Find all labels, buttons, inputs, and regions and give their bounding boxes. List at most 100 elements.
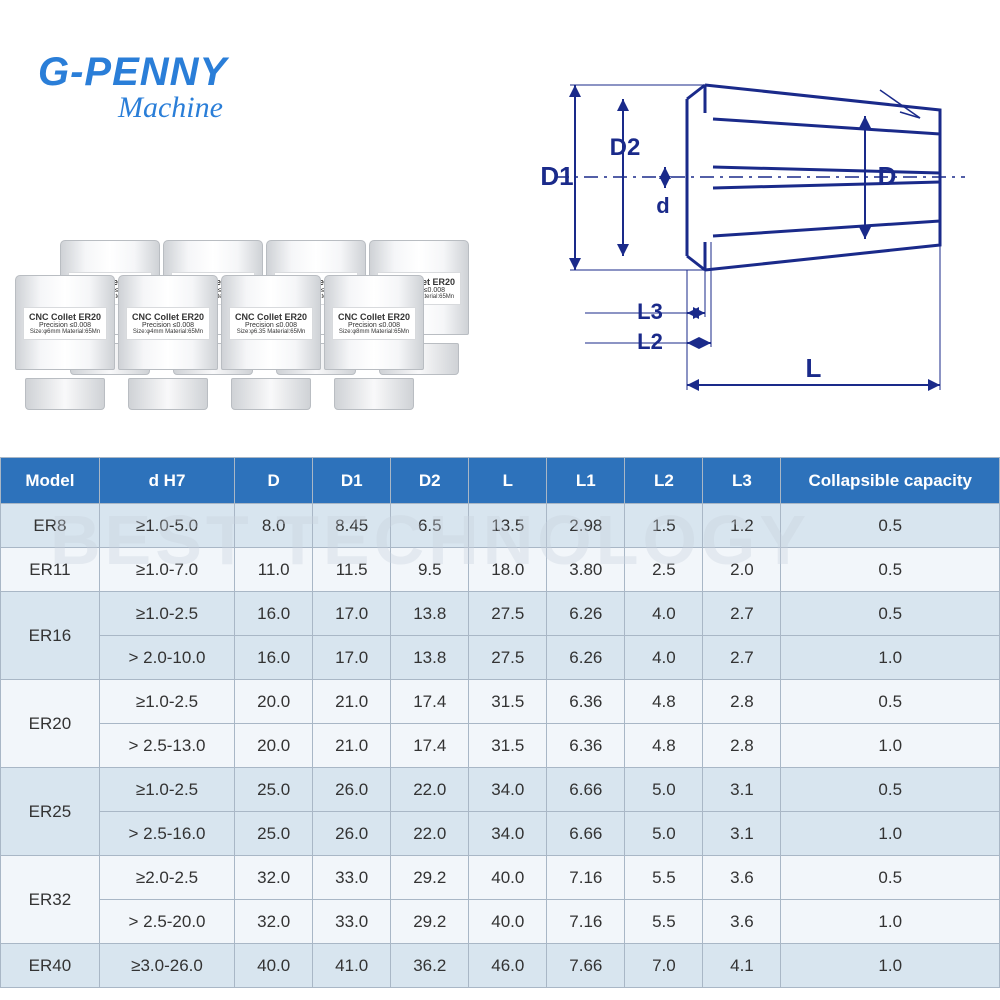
- cell-cap: 1.0: [781, 812, 1000, 856]
- cell-L: 31.5: [469, 680, 547, 724]
- cell-D1: 21.0: [313, 724, 391, 768]
- col-header: L: [469, 458, 547, 504]
- cup-label-size: Size:φ4mm Material:65Mn: [129, 329, 207, 335]
- cell-L1: 6.36: [547, 680, 625, 724]
- cell-D1: 21.0: [313, 680, 391, 724]
- cell-D: 8.0: [235, 504, 313, 548]
- cell-L1: 6.66: [547, 768, 625, 812]
- cell-L2: 5.0: [625, 768, 703, 812]
- cell-D: 20.0: [235, 724, 313, 768]
- cell-L3: 3.1: [703, 812, 781, 856]
- cup-base: [128, 378, 208, 410]
- cell-D: 16.0: [235, 636, 313, 680]
- col-header: D: [235, 458, 313, 504]
- cell-D2: 17.4: [391, 724, 469, 768]
- col-header: Model: [1, 458, 100, 504]
- collet-cup: CNC Collet ER20Precision ≤0.008Size:φ8mm…: [324, 275, 424, 410]
- cell-cap: 0.5: [781, 592, 1000, 636]
- cell-L1: 6.66: [547, 812, 625, 856]
- cup-label: CNC Collet ER20Precision ≤0.008Size:φ4mm…: [126, 307, 210, 340]
- cell-D: 32.0: [235, 900, 313, 944]
- cell-D2: 13.8: [391, 592, 469, 636]
- cell-L3: 2.8: [703, 680, 781, 724]
- cell-d: > 2.5-20.0: [99, 900, 234, 944]
- cell-D: 40.0: [235, 944, 313, 988]
- cell-L: 34.0: [469, 812, 547, 856]
- cell-cap: 0.5: [781, 680, 1000, 724]
- cell-L2: 4.8: [625, 680, 703, 724]
- cell-model: ER11: [1, 548, 100, 592]
- cell-L1: 3.80: [547, 548, 625, 592]
- table-header-row: Modeld H7DD1D2LL1L2L3Collapsible capacit…: [1, 458, 1000, 504]
- spec-table: Modeld H7DD1D2LL1L2L3Collapsible capacit…: [0, 457, 1000, 988]
- product-photo: CNC Collet ER20Precision ≤0.008Size:φ6mm…: [15, 180, 465, 430]
- cell-model: ER40: [1, 944, 100, 988]
- table-row: > 2.0-10.016.017.013.827.56.264.02.71.0: [1, 636, 1000, 680]
- cell-D2: 13.8: [391, 636, 469, 680]
- cell-model: ER32: [1, 856, 100, 944]
- cell-D2: 22.0: [391, 768, 469, 812]
- col-header: Collapsible capacity: [781, 458, 1000, 504]
- cell-L1: 7.66: [547, 944, 625, 988]
- cup-label-precision: Precision ≤0.008: [129, 322, 207, 329]
- table-body: ER8≥1.0-5.08.08.456.513.52.981.51.20.5ER…: [1, 504, 1000, 988]
- cell-L2: 7.0: [625, 944, 703, 988]
- cell-cap: 1.0: [781, 724, 1000, 768]
- col-header: L2: [625, 458, 703, 504]
- cell-L3: 3.6: [703, 900, 781, 944]
- cell-L: 40.0: [469, 900, 547, 944]
- cell-D: 16.0: [235, 592, 313, 636]
- table-row: > 2.5-13.020.021.017.431.56.364.82.81.0: [1, 724, 1000, 768]
- cup-base: [25, 378, 105, 410]
- cell-D: 11.0: [235, 548, 313, 592]
- cell-d: ≥1.0-7.0: [99, 548, 234, 592]
- cup-label-size: Size:φ8mm Material:65Mn: [335, 329, 413, 335]
- cell-L1: 6.36: [547, 724, 625, 768]
- cup-label-precision: Precision ≤0.008: [232, 322, 310, 329]
- brand-sub: Machine: [38, 91, 227, 125]
- table-row: ER32≥2.0-2.532.033.029.240.07.165.53.60.…: [1, 856, 1000, 900]
- cell-D1: 41.0: [313, 944, 391, 988]
- svg-text:D2: D2: [610, 134, 641, 161]
- cell-L3: 4.1: [703, 944, 781, 988]
- cell-cap: 0.5: [781, 768, 1000, 812]
- table-row: ER8≥1.0-5.08.08.456.513.52.981.51.20.5: [1, 504, 1000, 548]
- cup-base: [231, 378, 311, 410]
- svg-text:L: L: [806, 353, 822, 383]
- svg-text:L3: L3: [637, 299, 663, 324]
- cell-L: 34.0: [469, 768, 547, 812]
- col-header: d H7: [99, 458, 234, 504]
- collet-cup: CNC Collet ER20Precision ≤0.008Size:φ4mm…: [118, 275, 218, 410]
- svg-text:d: d: [656, 193, 669, 218]
- cup-label-main: CNC Collet ER20: [335, 312, 413, 322]
- cell-D: 25.0: [235, 812, 313, 856]
- cell-d: ≥1.0-2.5: [99, 768, 234, 812]
- cell-L1: 7.16: [547, 856, 625, 900]
- cup-label: CNC Collet ER20Precision ≤0.008Size:φ6.3…: [229, 307, 313, 340]
- cell-D: 32.0: [235, 856, 313, 900]
- cell-L3: 2.7: [703, 592, 781, 636]
- cell-L3: 2.8: [703, 724, 781, 768]
- cell-cap: 0.5: [781, 548, 1000, 592]
- cell-D1: 26.0: [313, 812, 391, 856]
- cell-L: 18.0: [469, 548, 547, 592]
- cell-d: ≥2.0-2.5: [99, 856, 234, 900]
- cell-d: ≥1.0-2.5: [99, 592, 234, 636]
- cell-D: 20.0: [235, 680, 313, 724]
- cell-d: ≥1.0-2.5: [99, 680, 234, 724]
- cup-label-precision: Precision ≤0.008: [335, 322, 413, 329]
- cell-D1: 8.45: [313, 504, 391, 548]
- table-row: ER40≥3.0-26.040.041.036.246.07.667.04.11…: [1, 944, 1000, 988]
- cup-label-main: CNC Collet ER20: [26, 312, 104, 322]
- cell-L: 27.5: [469, 592, 547, 636]
- cell-L2: 1.5: [625, 504, 703, 548]
- cell-L1: 6.26: [547, 636, 625, 680]
- cup-label: CNC Collet ER20Precision ≤0.008Size:φ8mm…: [332, 307, 416, 340]
- cell-L3: 3.1: [703, 768, 781, 812]
- table-row: > 2.5-16.025.026.022.034.06.665.03.11.0: [1, 812, 1000, 856]
- cup-label: CNC Collet ER20Precision ≤0.008Size:φ6mm…: [23, 307, 107, 340]
- cell-L3: 2.7: [703, 636, 781, 680]
- cell-cap: 0.5: [781, 504, 1000, 548]
- cell-D1: 33.0: [313, 856, 391, 900]
- cell-D2: 9.5: [391, 548, 469, 592]
